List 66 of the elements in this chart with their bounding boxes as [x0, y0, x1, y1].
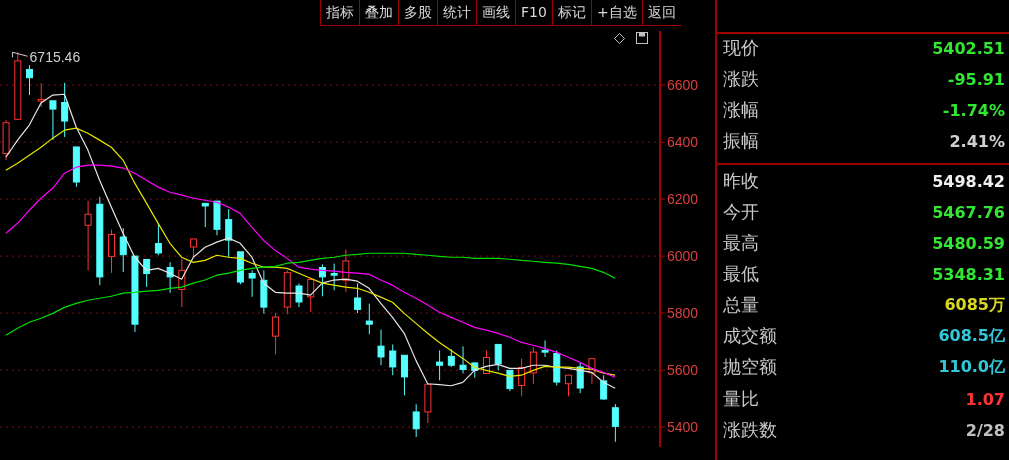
- line-series: [5, 252, 616, 336]
- text: 2.41%: [949, 131, 1005, 151]
- candlestick: [213, 200, 221, 236]
- candlestick: [436, 349, 444, 381]
- candlestick: [506, 369, 514, 392]
- text: 5498.42: [932, 171, 1005, 191]
- category-label: 抛空额: [723, 355, 777, 379]
- category-label: 涨跌数: [723, 418, 777, 442]
- y-tick-label: 5400: [667, 419, 699, 436]
- candlestick: [342, 249, 350, 293]
- text: 叠加: [359, 0, 398, 25]
- candlestick: [248, 269, 256, 298]
- candlestick: [400, 354, 408, 396]
- candlestick: [225, 208, 233, 258]
- line-series: [5, 164, 616, 378]
- text: 5402.51: [932, 38, 1005, 58]
- text: 608.5亿: [938, 325, 1005, 345]
- text: -1.74%: [942, 100, 1005, 120]
- text: 返回: [641, 0, 681, 25]
- category-label: 涨幅: [723, 98, 759, 122]
- text: +自选: [590, 0, 642, 25]
- y-tick-label: 5600: [667, 362, 699, 379]
- y-tick-label: 6000: [667, 248, 699, 265]
- candlestick: [26, 64, 34, 96]
- text: 5348.31: [932, 264, 1005, 284]
- text: 6085万: [944, 294, 1005, 314]
- text: 5480.59: [932, 233, 1005, 253]
- text: 110.0亿: [938, 356, 1005, 376]
- candlestick: [541, 339, 549, 358]
- category-label: 成交额: [723, 324, 777, 348]
- text: -95.91: [947, 69, 1005, 89]
- text: 画线: [476, 0, 515, 25]
- category-label: 涨跌: [723, 67, 759, 91]
- category-label: 量比: [723, 387, 759, 411]
- category-label: 总量: [723, 293, 759, 317]
- candlestick: [295, 282, 303, 308]
- annotation: 6715.46: [29, 49, 81, 66]
- text: 2/28: [965, 420, 1005, 440]
- candlestick: [131, 255, 139, 333]
- candlestick: [318, 263, 326, 297]
- y-tick-label: 6600: [667, 77, 699, 94]
- candlestick: [377, 329, 385, 366]
- category-label: 最低: [723, 262, 759, 286]
- y-tick-label: 5800: [667, 305, 699, 322]
- category-label: 今开: [723, 200, 759, 224]
- candlestick: [365, 303, 373, 335]
- category-label: 现价: [723, 36, 759, 60]
- category-label: 最高: [723, 231, 759, 255]
- text: 1.07: [965, 389, 1005, 409]
- text: 指标: [320, 0, 359, 25]
- candlestick: [564, 374, 572, 397]
- candlestick: [424, 383, 432, 424]
- text: 多股: [398, 0, 437, 25]
- text: 标记: [551, 0, 591, 25]
- category-label: 振幅: [723, 129, 759, 153]
- candlestick: [459, 345, 467, 374]
- candlestick: [201, 202, 209, 228]
- y-tick-label: 6200: [667, 191, 699, 208]
- candlestick: [84, 200, 92, 271]
- text: 5467.76: [932, 202, 1005, 222]
- category-label: 昨收: [723, 169, 759, 193]
- candlestick: [49, 100, 57, 141]
- y-tick-label: 6400: [667, 134, 699, 151]
- candlestick: [260, 269, 268, 315]
- text: F10: [515, 0, 552, 25]
- text: 统计: [437, 0, 476, 25]
